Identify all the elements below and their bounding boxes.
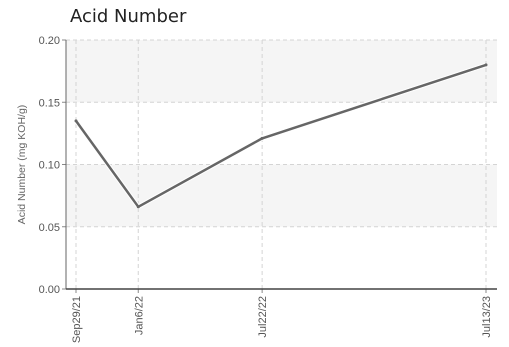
- x-tick-label: Jul13/23: [481, 296, 493, 338]
- y-tick-label: 0.05: [39, 222, 60, 234]
- chart-title: Acid Number: [70, 6, 187, 27]
- y-tick-label: 0.15: [39, 97, 60, 109]
- y-axis-title: Acid Number (mg KOH/g): [16, 105, 28, 225]
- data-point: [136, 205, 140, 209]
- x-tick-label: Jul22/22: [257, 296, 269, 338]
- plot-band: [66, 40, 497, 103]
- x-tick-label: Jan6/22: [133, 296, 145, 335]
- x-tick-label: Sep29/21: [71, 296, 83, 343]
- data-point: [74, 119, 78, 123]
- y-tick-label: 0.00: [39, 284, 60, 296]
- data-point: [484, 63, 488, 67]
- series-line: [74, 63, 487, 209]
- data-point: [260, 136, 264, 140]
- y-tick-label: 0.10: [39, 160, 60, 172]
- y-tick-label: 0.20: [39, 35, 60, 47]
